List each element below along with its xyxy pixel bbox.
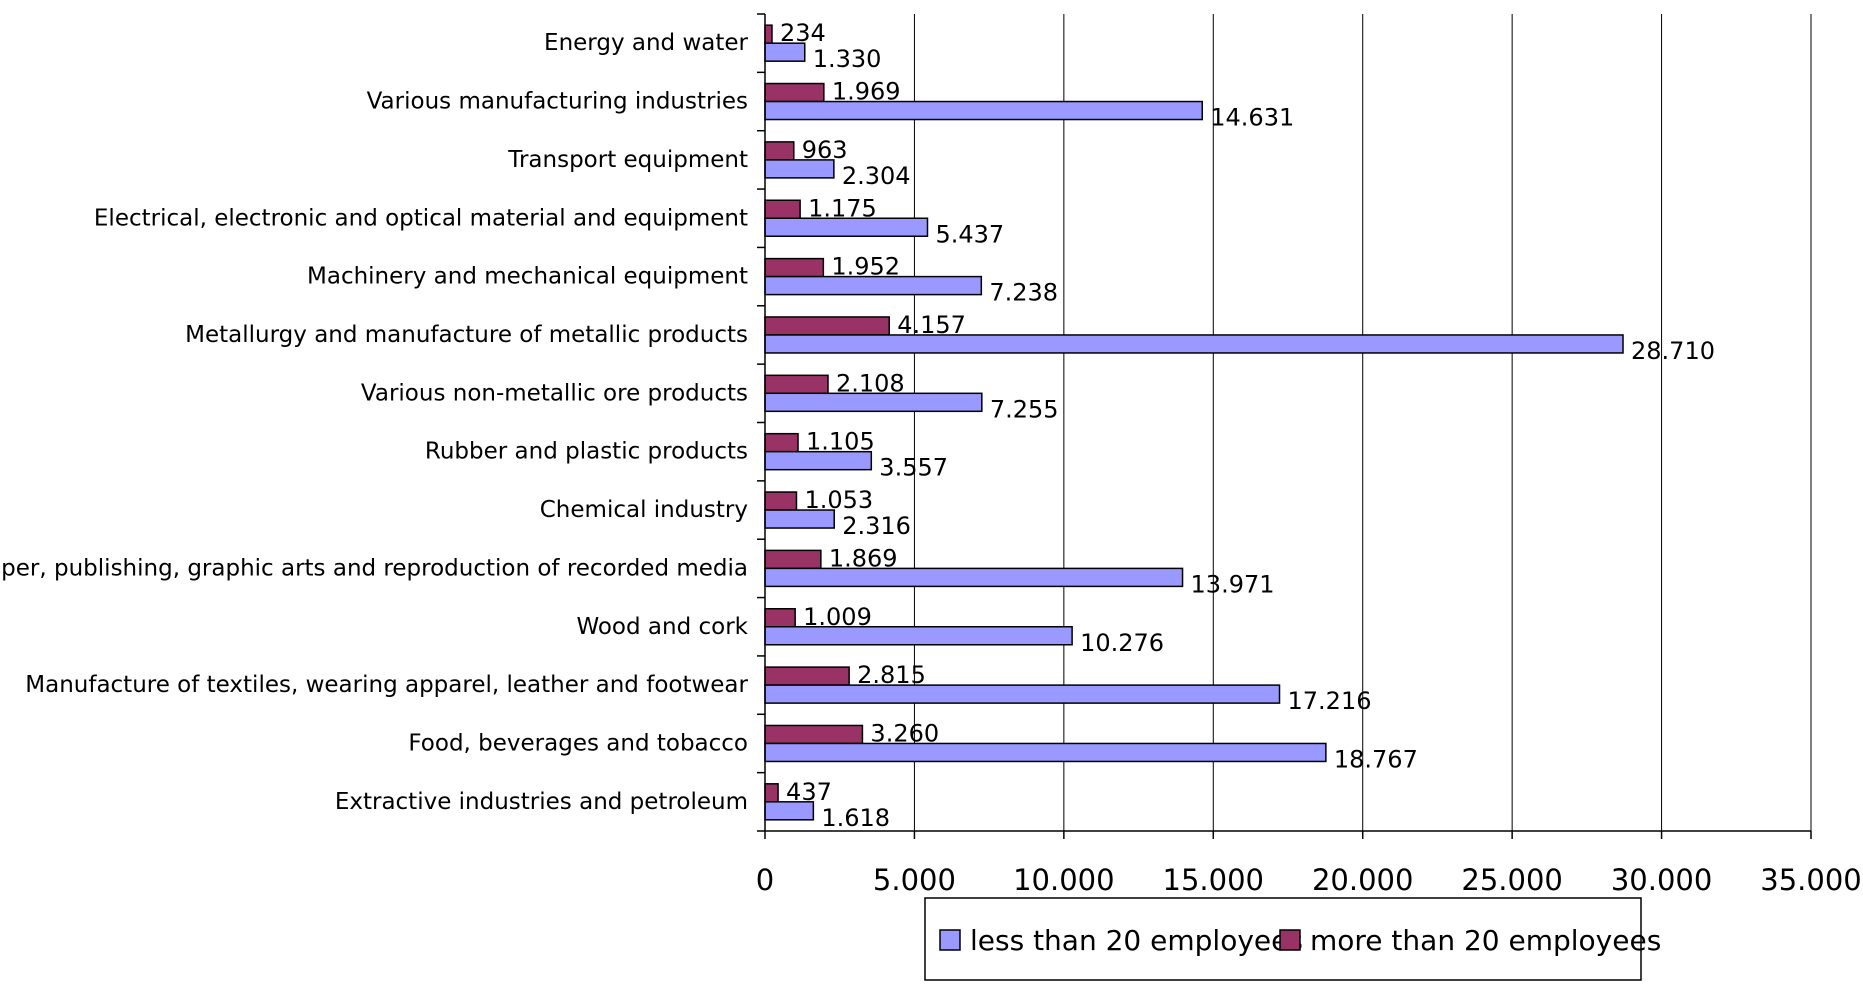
x-tick-label: 35.000 xyxy=(1760,863,1861,897)
category-label-wood-and-cork: Wood and cork xyxy=(576,614,748,640)
data-label-more-than-20-employees-electrical-electronic-and-optical-material-and-equipment: 1.175 xyxy=(808,194,877,222)
x-tick-label: 15.000 xyxy=(1163,863,1264,897)
data-label-less-than-20-employees-various-manufacturing-industries: 14.631 xyxy=(1210,104,1294,132)
x-tick-label: 30.000 xyxy=(1611,863,1712,897)
legend: less than 20 employees more than 20 emplo… xyxy=(924,897,1661,981)
category-label-various-non-metallic-ore-products: Various non-metallic ore products xyxy=(361,380,748,406)
x-tick-label: 25.000 xyxy=(1461,863,1562,897)
bar-more-than-20-employees-paper-publishing-graphic-arts-and-reproduction-of-recorded-media xyxy=(764,549,822,570)
data-label-less-than-20-employees-transport-equipment: 2.304 xyxy=(842,162,911,190)
bar-less-than-20-employees-food-beverages-and-tobacco xyxy=(764,742,1327,763)
data-label-more-than-20-employees-various-manufacturing-industries: 1.969 xyxy=(832,78,901,106)
data-label-more-than-20-employees-extractive-industries-and-petroleum: 437 xyxy=(786,778,832,806)
data-label-less-than-20-employees-energy-and-water: 1.330 xyxy=(813,45,882,73)
data-label-more-than-20-employees-chemical-industry: 1.053 xyxy=(804,486,873,514)
bar-more-than-20-employees-various-non-metallic-ore-products xyxy=(764,374,829,395)
bar-more-than-20-employees-various-manufacturing-industries xyxy=(764,82,825,103)
category-label-transport-equipment: Transport equipment xyxy=(507,147,748,173)
bar-more-than-20-employees-rubber-and-plastic-products xyxy=(764,432,799,453)
legend-label-less-than-20-employees: less than 20 employees xyxy=(970,924,1303,957)
bar-more-than-20-employees-extractive-industries-and-petroleum xyxy=(764,783,779,803)
bar-more-than-20-employees-food-beverages-and-tobacco xyxy=(764,724,864,745)
category-label-food-beverages-and-tobacco: Food, beverages and tobacco xyxy=(408,730,748,756)
data-label-more-than-20-employees-metallurgy-and-manufacture-of-metallic-products: 4.157 xyxy=(897,311,966,339)
bar-more-than-20-employees-electrical-electronic-and-optical-material-and-equipment xyxy=(764,199,801,219)
data-label-more-than-20-employees-energy-and-water: 234 xyxy=(780,19,826,47)
category-label-rubber-and-plastic-products: Rubber and plastic products xyxy=(425,439,748,465)
data-label-less-than-20-employees-manufacture-of-textiles-wearing-apparel-leather-and-footwear: 17.216 xyxy=(1288,687,1372,715)
data-label-less-than-20-employees-metallurgy-and-manufacture-of-metallic-products: 28.710 xyxy=(1631,337,1715,365)
category-label-chemical-industry: Chemical industry xyxy=(540,497,748,523)
data-label-less-than-20-employees-extractive-industries-and-petroleum: 1.618 xyxy=(821,804,890,832)
bar-less-than-20-employees-paper-publishing-graphic-arts-and-reproduction-of-recorded-media xyxy=(764,567,1184,588)
category-label-manufacture-of-textiles-wearing-apparel-leather-and-footwear: Manufacture of textiles, wearing apparel… xyxy=(25,672,748,698)
data-label-more-than-20-employees-manufacture-of-textiles-wearing-apparel-leather-and-footwear: 2.815 xyxy=(857,661,926,689)
data-label-more-than-20-employees-various-non-metallic-ore-products: 2.108 xyxy=(836,369,905,397)
data-label-less-than-20-employees-paper-publishing-graphic-arts-and-reproduction-of-recorded-media: 13.971 xyxy=(1191,570,1275,598)
data-label-less-than-20-employees-various-non-metallic-ore-products: 7.255 xyxy=(990,395,1059,423)
bars xyxy=(764,24,1624,821)
legend-label-more-than-20-employees: more than 20 employees xyxy=(1310,924,1661,957)
data-label-less-than-20-employees-electrical-electronic-and-optical-material-and-equipment: 5.437 xyxy=(935,220,1004,248)
data-label-less-than-20-employees-rubber-and-plastic-products: 3.557 xyxy=(879,454,948,482)
bar-less-than-20-employees-manufacture-of-textiles-wearing-apparel-leather-and-footwear xyxy=(764,684,1281,704)
data-label-more-than-20-employees-transport-equipment: 963 xyxy=(802,136,848,164)
bar-more-than-20-employees-chemical-industry xyxy=(764,491,798,511)
bar-more-than-20-employees-transport-equipment xyxy=(764,141,795,161)
bar-less-than-20-employees-various-manufacturing-industries xyxy=(764,100,1204,121)
data-label-less-than-20-employees-machinery-and-mechanical-equipment: 7.238 xyxy=(989,279,1058,307)
category-label-various-manufacturing-industries: Various manufacturing industries xyxy=(367,89,748,115)
category-label-machinery-and-mechanical-equipment: Machinery and mechanical equipment xyxy=(307,264,748,290)
x-tick-label: 10.000 xyxy=(1013,863,1114,897)
legend-swatch-more-than-20-employees xyxy=(1279,929,1301,951)
x-tick-label: 0 xyxy=(756,863,774,897)
category-label-energy-and-water: Energy and water xyxy=(544,30,748,56)
gridlines xyxy=(913,14,1812,831)
bar-more-than-20-employees-manufacture-of-textiles-wearing-apparel-leather-and-footwear xyxy=(764,666,850,686)
data-label-less-than-20-employees-food-beverages-and-tobacco: 18.767 xyxy=(1334,745,1418,773)
data-label-more-than-20-employees-rubber-and-plastic-products: 1.105 xyxy=(806,428,875,456)
bar-more-than-20-employees-metallurgy-and-manufacture-of-metallic-products xyxy=(764,316,890,336)
bar-less-than-20-employees-metallurgy-and-manufacture-of-metallic-products xyxy=(764,334,1624,354)
labels: 0 5.000 10.000 15.000 20.000 25.000 30.000 35.0… xyxy=(0,19,1862,897)
category-label-extractive-industries-and-petroleum: Extractive industries and petroleum xyxy=(335,789,748,815)
axes xyxy=(757,13,1812,839)
bar-more-than-20-employees-wood-and-cork xyxy=(764,608,796,628)
legend-swatch-less-than-20-employees xyxy=(939,929,961,951)
bar-more-than-20-employees-machinery-and-mechanical-equipment xyxy=(764,257,825,278)
x-tick-label: 20.000 xyxy=(1312,863,1413,897)
data-label-more-than-20-employees-wood-and-cork: 1.009 xyxy=(803,603,872,631)
data-label-less-than-20-employees-wood-and-cork: 10.276 xyxy=(1080,629,1164,657)
category-label-paper-publishing-graphic-arts-and-reproduction-of-recorded-media: Paper, publishing, graphic arts and repr… xyxy=(0,555,748,581)
data-label-more-than-20-employees-food-beverages-and-tobacco: 3.260 xyxy=(870,719,939,747)
category-label-metallurgy-and-manufacture-of-metallic-products: Metallurgy and manufacture of metallic p… xyxy=(185,322,748,348)
bar-more-than-20-employees-energy-and-water xyxy=(764,24,773,44)
data-label-less-than-20-employees-chemical-industry: 2.316 xyxy=(842,512,911,540)
data-label-more-than-20-employees-paper-publishing-graphic-arts-and-reproduction-of-recorded-media: 1.869 xyxy=(829,544,898,572)
category-label-electrical-electronic-and-optical-material-and-equipment: Electrical, electronic and optical mater… xyxy=(94,205,748,231)
x-tick-label: 5.000 xyxy=(873,863,956,897)
data-label-more-than-20-employees-machinery-and-mechanical-equipment: 1.952 xyxy=(831,253,900,281)
